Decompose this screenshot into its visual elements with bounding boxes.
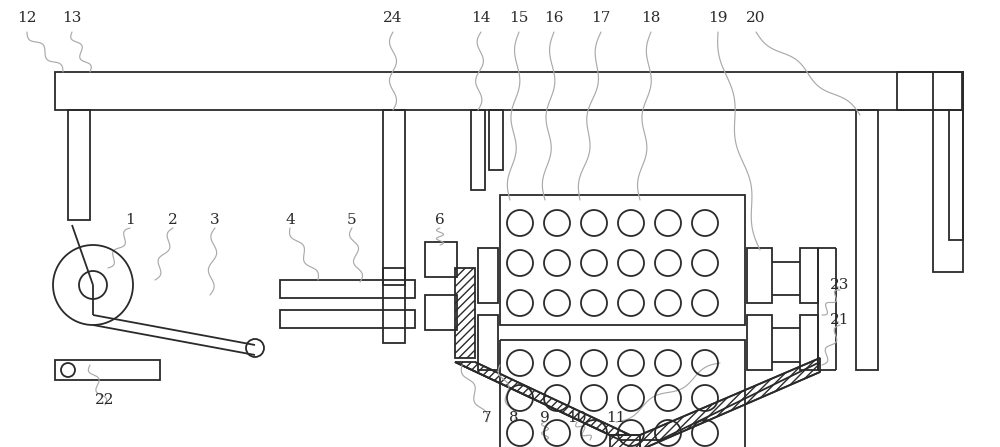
Text: 5: 5 xyxy=(347,213,357,227)
Text: 1: 1 xyxy=(125,213,135,227)
Bar xyxy=(500,195,745,325)
Text: 23: 23 xyxy=(830,278,850,292)
Bar xyxy=(897,72,962,110)
Bar xyxy=(55,360,160,380)
Bar xyxy=(383,110,405,285)
Bar xyxy=(933,72,963,272)
Text: 13: 13 xyxy=(62,11,82,25)
Text: 7: 7 xyxy=(482,411,492,425)
Text: 14: 14 xyxy=(471,11,491,25)
Text: 17: 17 xyxy=(591,11,611,25)
Text: 19: 19 xyxy=(708,11,728,25)
Bar xyxy=(949,110,963,240)
Bar xyxy=(383,268,405,343)
Bar xyxy=(747,248,772,303)
Bar xyxy=(800,248,818,303)
Text: 18: 18 xyxy=(641,11,661,25)
Bar xyxy=(489,110,503,170)
Text: 16: 16 xyxy=(544,11,564,25)
Bar xyxy=(55,72,963,110)
Text: 22: 22 xyxy=(95,393,115,407)
Text: 6: 6 xyxy=(435,213,445,227)
Bar xyxy=(471,110,485,190)
Text: 21: 21 xyxy=(830,313,850,327)
Bar xyxy=(425,295,457,330)
Bar xyxy=(500,340,745,447)
Text: 15: 15 xyxy=(509,11,529,25)
Text: 12: 12 xyxy=(17,11,37,25)
Bar xyxy=(478,248,498,303)
Bar xyxy=(747,315,772,370)
Text: 9: 9 xyxy=(540,411,550,425)
Text: 4: 4 xyxy=(285,213,295,227)
Bar xyxy=(478,315,498,370)
Bar xyxy=(68,110,90,220)
Bar xyxy=(425,242,457,277)
Bar xyxy=(280,280,415,298)
Text: 11: 11 xyxy=(606,411,626,425)
Text: 3: 3 xyxy=(210,213,220,227)
Text: 24: 24 xyxy=(383,11,403,25)
Bar xyxy=(280,310,415,328)
Text: 20: 20 xyxy=(746,11,766,25)
Text: 10: 10 xyxy=(567,411,587,425)
Bar xyxy=(856,110,878,370)
Text: 8: 8 xyxy=(509,411,519,425)
Bar xyxy=(455,268,475,358)
Bar xyxy=(800,315,818,370)
Text: 2: 2 xyxy=(168,213,178,227)
